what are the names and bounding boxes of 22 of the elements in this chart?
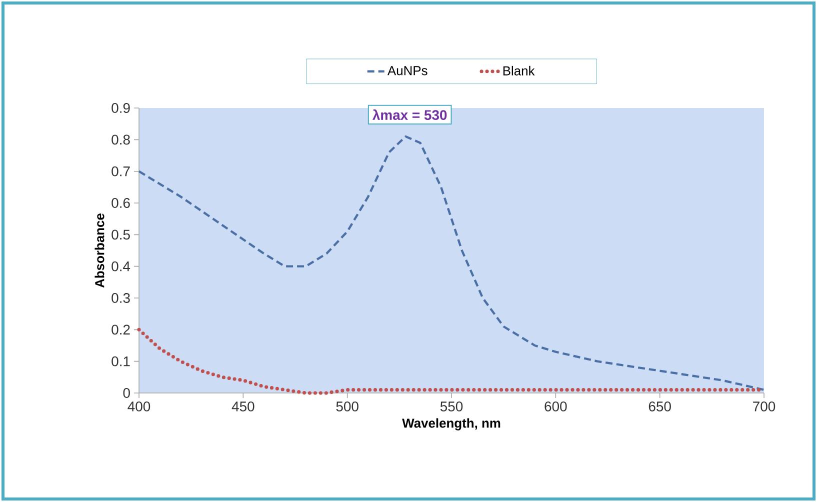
y-tick-label: 0.7 bbox=[112, 166, 130, 176]
y-tick-label: 0.8 bbox=[112, 134, 130, 145]
x-tick-label: 450 bbox=[232, 402, 254, 412]
x-axis-title: Wavelength, nm bbox=[402, 418, 500, 430]
y-tick-label: 0 bbox=[123, 388, 130, 398]
y-tick-label: 0.3 bbox=[112, 293, 130, 303]
y-tick-label: 0.2 bbox=[112, 324, 130, 335]
x-tick-label: 400 bbox=[128, 402, 150, 412]
legend-label: AuNPs bbox=[387, 66, 428, 76]
y-tick-label: 0.9 bbox=[112, 103, 130, 113]
y-tick-label: 0.6 bbox=[112, 198, 130, 208]
x-tick-label: 500 bbox=[336, 402, 358, 412]
y-tick-label: 0.5 bbox=[112, 230, 130, 240]
y-tick-label: 0.4 bbox=[112, 261, 130, 272]
x-tick-label: 600 bbox=[544, 402, 567, 412]
x-tick-label: 700 bbox=[753, 402, 776, 412]
y-axis-title: Absorbance bbox=[94, 214, 104, 288]
legend-label: Blank bbox=[503, 66, 535, 76]
x-tick-label: 550 bbox=[440, 402, 463, 412]
x-tick-label: 650 bbox=[648, 402, 671, 412]
annotation: λmax = 530 bbox=[372, 109, 447, 120]
y-tick-label: 0.1 bbox=[112, 356, 130, 366]
